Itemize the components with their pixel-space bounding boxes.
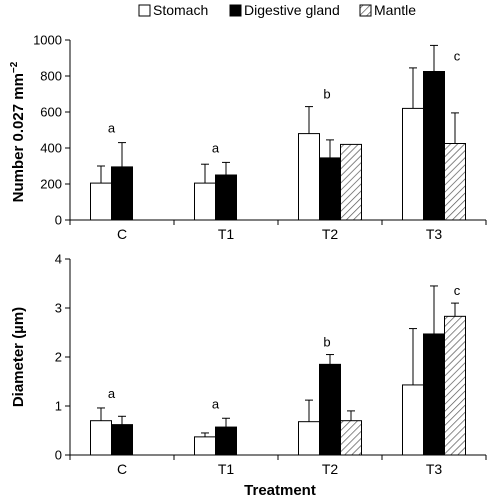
top-y-tick-label: 0 [55,213,62,228]
bottom-bar-digestive-gland-t3 [423,333,445,456]
bottom-bar-mantle-t3 [444,315,466,456]
bottom-y-tick-label: 3 [55,301,62,316]
bottom-y-tick-label: 4 [55,252,62,267]
top-category-label: C [117,226,127,242]
bottom-bar-mantle-t2 [340,420,362,456]
top-bar-digestive-gland-t1 [215,174,237,221]
top-y-axis-label: Number 0.027 mm−2 [9,61,27,202]
bottom-significance-letter: a [212,396,220,411]
top-panel: 0 200 400 600 800 1000 C T1 T2 T3 a a b c [33,33,487,242]
top-bar-stomach-c [90,182,112,221]
legend-swatch-stomach [138,4,151,17]
top-y-tick-label: 600 [40,105,62,120]
top-bar-digestive-gland-t3 [423,71,445,221]
top-bar-stomach-t1 [194,182,216,221]
top-bar-stomach-t3 [402,107,424,221]
top-significance-letter: a [212,140,220,155]
top-y-tick-label: 1000 [33,33,62,48]
bottom-bar-stomach-t2 [298,421,320,456]
top-y-tick-label: 200 [40,177,62,192]
bottom-category-label: C [117,461,127,477]
bottom-bar-stomach-t3 [402,384,424,456]
legend-swatch-mantle [359,4,372,17]
bottom-bar-stomach-c [90,420,112,456]
bottom-y-tick-label: 1 [55,399,62,414]
legend-label-digestive-gland: Digestive gland [244,2,340,18]
top-bar-digestive-gland-t2 [319,157,341,221]
top-bar-stomach-t2 [298,133,320,221]
x-axis-label: Treatment [244,482,316,499]
top-category-label: T3 [426,226,443,242]
bottom-bar-digestive-gland-c [111,424,133,456]
top-significance-letter: c [454,48,461,63]
top-significance-letter: a [108,121,116,136]
bottom-category-label: T3 [426,461,443,477]
legend-label-mantle: Mantle [374,2,416,18]
bottom-category-label: T1 [218,461,235,477]
bottom-y-tick-label: 2 [55,350,62,365]
top-bar-mantle-t2 [340,143,362,221]
legend: Stomach Digestive gland Mantle [138,2,416,18]
legend-swatch-digestive-gland [229,4,242,17]
legend-label-stomach: Stomach [153,2,208,18]
bottom-y-axis-label: Diameter (µm) [10,307,27,407]
top-category-label: T2 [322,226,339,242]
top-bar-mantle-t3 [444,143,466,221]
bottom-bar-stomach-t1 [194,436,216,456]
bottom-y-tick-label: 0 [55,448,62,463]
bottom-category-label: T2 [322,461,339,477]
bottom-bar-digestive-gland-t1 [215,426,237,456]
bottom-panel: 0 1 2 3 4 C T1 T2 T3 a a b c [55,252,487,477]
bottom-significance-letter: a [108,386,116,401]
top-y-tick-label: 800 [40,69,62,84]
bottom-significance-letter: c [454,283,461,298]
top-significance-letter: b [323,87,330,102]
top-bar-digestive-gland-c [111,166,133,221]
top-y-tick-label: 400 [40,141,62,156]
top-category-label: T1 [218,226,235,242]
bottom-bar-digestive-gland-t2 [319,363,341,456]
bottom-significance-letter: b [323,335,330,350]
